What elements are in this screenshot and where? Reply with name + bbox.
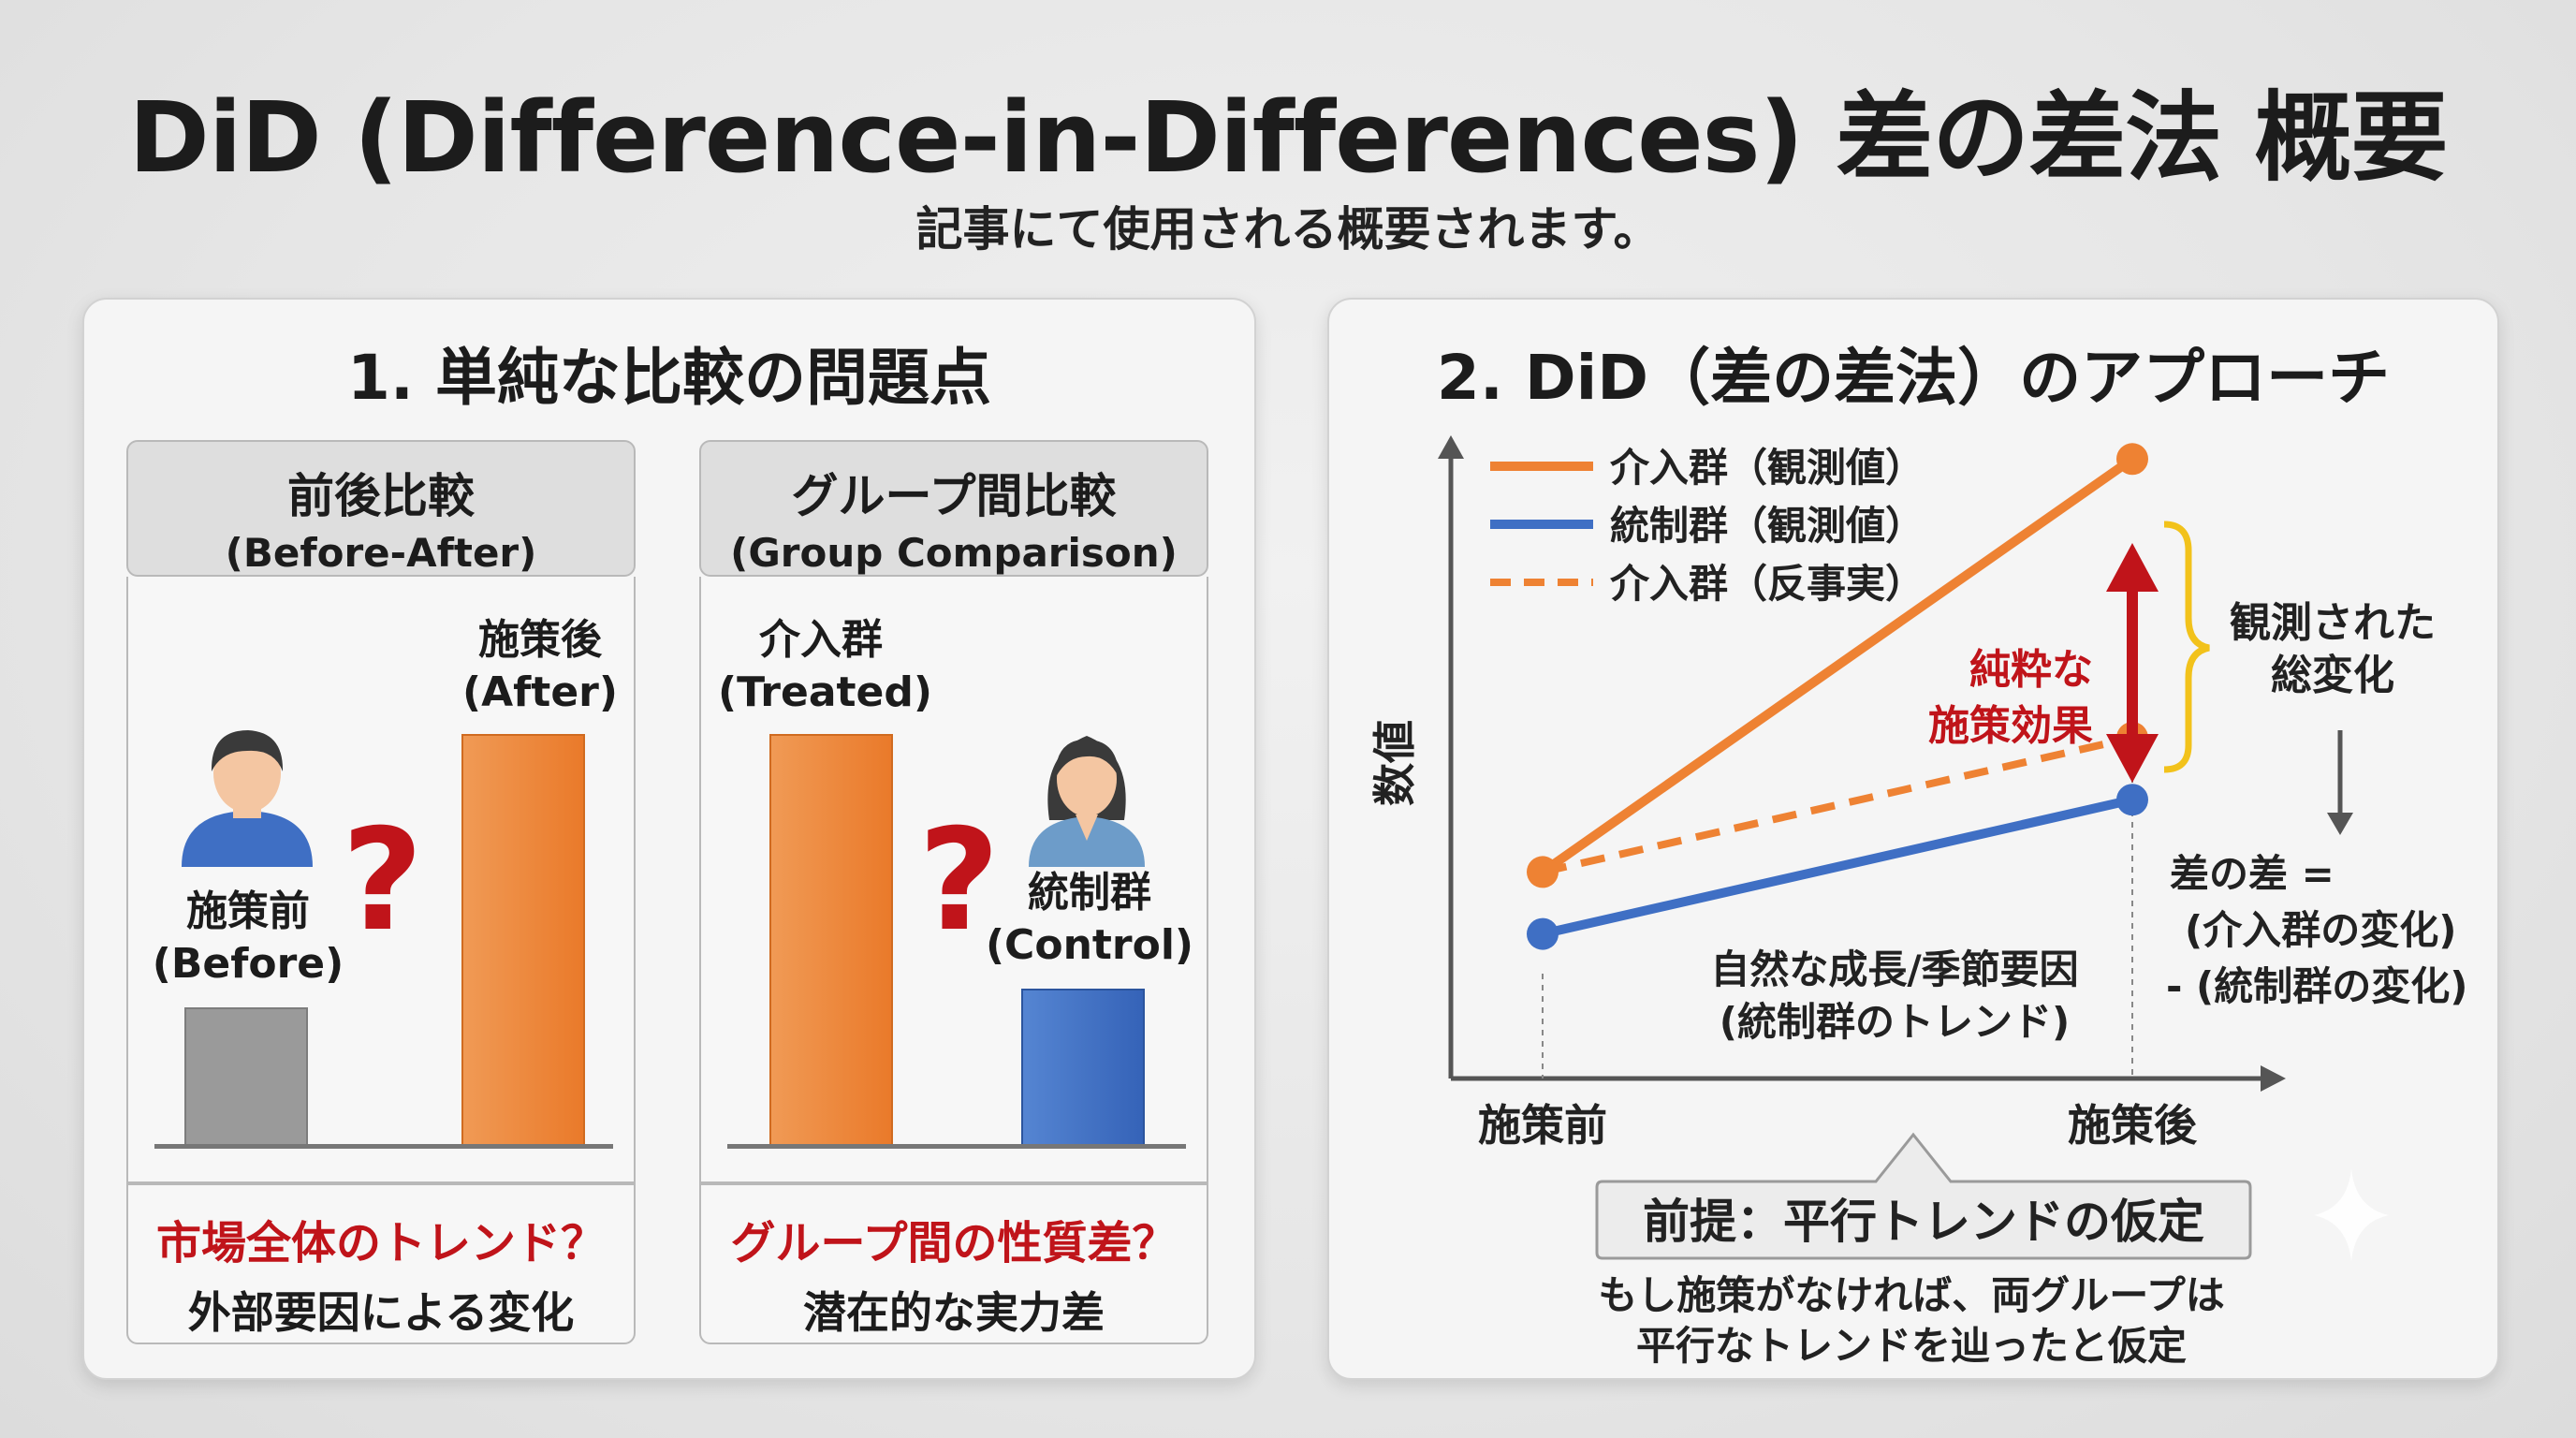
total-change-line1: 観測された xyxy=(2230,599,2436,647)
page-title: DiD (Difference-in-Differences) 差の差法 概要 xyxy=(128,81,2448,195)
diff-formula-line2: (介入群の変化) xyxy=(2185,907,2456,953)
did-approach-panel: 2. DiD（差の差法）のアプローチ xyxy=(1327,298,2499,1380)
diff-formula-line3: - (統制群の変化) xyxy=(2166,963,2467,1009)
after-label-jp: 施策後 xyxy=(478,616,602,664)
before-bar xyxy=(184,1007,308,1146)
group-comparison-issue: グループ間の性質差？ 潜在的な実力差 xyxy=(699,1183,1208,1344)
treated-label: 介入群 (Treated) xyxy=(718,614,933,719)
assumption-text-line2: 平行なトレンドを辿ったと仮定 xyxy=(1636,1323,2187,1369)
group-comparison-header: グループ間比較 (Group Comparison) xyxy=(699,440,1208,577)
control-label-jp: 統制群 xyxy=(1028,869,1151,917)
question-mark: ? xyxy=(342,800,424,962)
x-tick-before: 施策前 xyxy=(1478,1100,1607,1151)
trend-label-line2: (統制群のトレンド) xyxy=(1720,999,2070,1045)
issue-reason: 外部要因による変化 xyxy=(187,1287,575,1338)
issue-question: グループ間の性質差？ xyxy=(730,1217,1178,1269)
control-bar xyxy=(1021,989,1145,1146)
woman-icon xyxy=(1029,736,1145,867)
panel-title-left: 1. 単純な比較の問題点 xyxy=(347,342,991,414)
simple-comparison-panel: 1. 単純な比較の問題点 前後比較 (Before-After) 施策前 (Be… xyxy=(82,298,1256,1380)
series-layer xyxy=(1527,443,2148,950)
legend-label-treated: 介入群（観測値） xyxy=(1610,445,1925,491)
issue-question: 市場全体のトレンド？ xyxy=(155,1217,606,1269)
data-point-control-1 xyxy=(2116,784,2148,816)
control-label: 統制群 (Control) xyxy=(982,867,1197,972)
effect-arrow xyxy=(2106,543,2159,783)
data-point-treated-1 xyxy=(2116,443,2148,476)
issue-reason: 潜在的な実力差 xyxy=(803,1287,1105,1338)
total-change-line2: 総変化 xyxy=(2271,652,2394,699)
legend-label-control: 統制群（観測値） xyxy=(1610,503,1925,549)
baseline xyxy=(727,1144,1186,1149)
data-point-treated-0 xyxy=(1527,856,1559,888)
before-after-body: 施策前 (Before) ? 施策後 (After) xyxy=(126,577,636,1183)
after-bar xyxy=(461,734,585,1146)
group-comparison-title: グループ間比較 xyxy=(791,469,1117,523)
group-comparison-body: 介入群 (Treated) ? 統制群 (Control) xyxy=(699,577,1208,1183)
before-after-header: 前後比較 (Before-After) xyxy=(126,440,636,577)
group-comparison-subtitle: (Group Comparison) xyxy=(730,530,1178,576)
sparkle-icon xyxy=(2314,1168,2389,1262)
effect-label-line1: 純粋な xyxy=(1969,646,2093,694)
baseline xyxy=(154,1144,613,1149)
after-label: 施策後 (After) xyxy=(437,614,643,719)
before-label-en: (Before) xyxy=(152,940,344,988)
before-after-issue: 市場全体のトレンド？ 外部要因による変化 xyxy=(126,1183,636,1344)
legend: 介入群（観測値） 統制群（観測値） 介入群（反事実） xyxy=(1490,445,1925,607)
assumption-title: 前提：平行トレンドの仮定 xyxy=(1643,1195,2204,1249)
x-tick-after: 施策後 xyxy=(2068,1100,2198,1151)
before-after-title: 前後比較 xyxy=(287,469,475,523)
trend-label-line1: 自然な成長/季節要因 xyxy=(1710,946,2078,992)
assumption-text-line1: もし施策がなければ、両グループは xyxy=(1598,1272,2224,1318)
legend-label-counterfactual: 介入群（反事実） xyxy=(1610,561,1925,607)
treated-label-jp: 介入群 xyxy=(759,616,883,664)
series-line-counterfactual xyxy=(1542,734,2133,876)
total-change-brace xyxy=(2163,521,2210,773)
before-label-jp: 施策前 xyxy=(186,888,310,935)
person-icon xyxy=(182,730,313,867)
panel-title-right: 2. DiD（差の差法）のアプローチ xyxy=(1436,342,2391,414)
assumption-callout-box xyxy=(1595,1132,2252,1260)
effect-label-line2: 施策効果 xyxy=(1928,702,2093,750)
control-label-en: (Control) xyxy=(985,921,1194,969)
treated-bar xyxy=(769,734,893,1146)
after-label-en: (After) xyxy=(462,668,618,716)
question-mark: ? xyxy=(918,800,1001,962)
before-label: 施策前 (Before) xyxy=(145,886,351,990)
data-point-control-0 xyxy=(1527,917,1559,950)
treated-label-en: (Treated) xyxy=(718,668,933,716)
before-after-subtitle: (Before-After) xyxy=(225,530,537,576)
y-axis-label: 数値 xyxy=(1369,720,1420,806)
x-axis-arrowhead xyxy=(2261,1065,2286,1092)
diff-formula-line1: 差の差 = xyxy=(2170,851,2334,897)
series-line-treated xyxy=(1540,455,2135,876)
page-subtitle: 記事にて使用される概要されます。 xyxy=(915,202,1661,257)
down-arrow-head xyxy=(2327,813,2353,835)
y-axis-arrowhead xyxy=(1438,435,1464,459)
series-line-control xyxy=(1541,795,2134,939)
